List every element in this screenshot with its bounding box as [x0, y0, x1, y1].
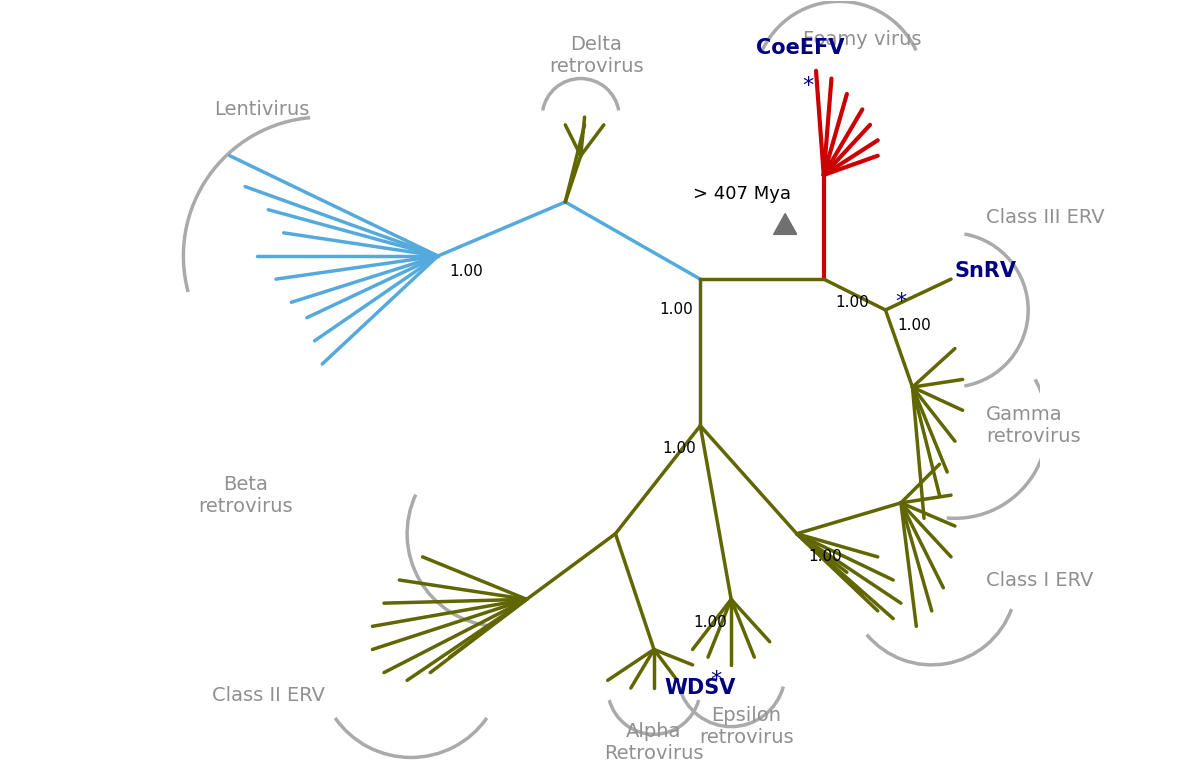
Text: 1.00: 1.00 [694, 615, 727, 630]
Text: *: * [803, 77, 814, 96]
Text: 1.00: 1.00 [450, 264, 484, 279]
Text: Alpha
Retrovirus: Alpha Retrovirus [605, 722, 703, 762]
Text: Foamy virus: Foamy virus [803, 30, 922, 49]
Text: Class III ERV: Class III ERV [985, 208, 1104, 227]
Text: *: * [710, 670, 721, 691]
Text: Class I ERV: Class I ERV [985, 571, 1093, 590]
Text: 1.00: 1.00 [809, 550, 842, 565]
Text: *: * [895, 292, 906, 312]
Text: WDSV: WDSV [665, 678, 736, 698]
Text: Epsilon
retrovirus: Epsilon retrovirus [700, 706, 794, 747]
Text: CoeEFV: CoeEFV [756, 38, 845, 58]
Text: Lentivirus: Lentivirus [215, 100, 310, 119]
Text: > 407 Mya: > 407 Mya [692, 185, 791, 203]
Text: Delta
retrovirus: Delta retrovirus [548, 35, 643, 76]
Text: 1.00: 1.00 [835, 295, 869, 310]
Text: Beta
retrovirus: Beta retrovirus [198, 475, 293, 515]
Text: Gamma
retrovirus: Gamma retrovirus [985, 405, 1080, 447]
Text: 1.00: 1.00 [662, 441, 696, 457]
Text: Class II ERV: Class II ERV [211, 687, 325, 705]
Text: 1.00: 1.00 [898, 318, 931, 333]
Polygon shape [774, 213, 797, 235]
Text: 1.00: 1.00 [659, 303, 692, 317]
Text: SnRV: SnRV [955, 261, 1016, 282]
